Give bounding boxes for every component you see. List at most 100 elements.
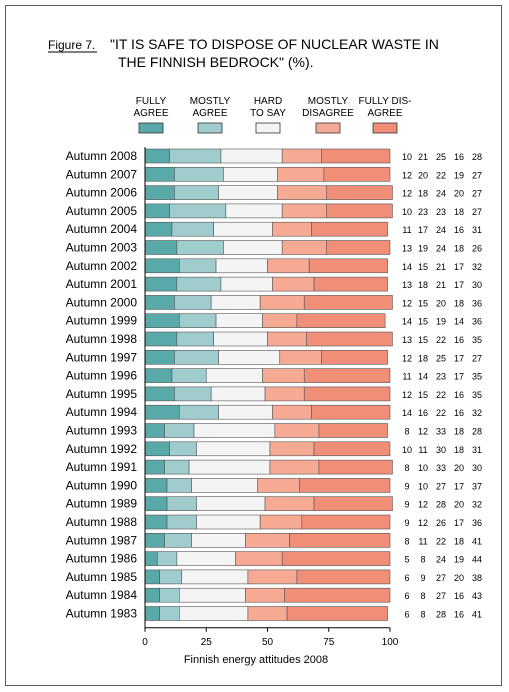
bar-segment	[176, 331, 214, 347]
value-label: 6	[404, 610, 409, 620]
value-label: 20	[454, 189, 464, 199]
bar-segment	[223, 240, 283, 255]
category-label: Autumn 1992	[66, 442, 138, 456]
x-axis-label: Finnish energy attitudes 2008	[184, 654, 328, 666]
value-label: 21	[436, 262, 446, 272]
value-label: 10	[402, 445, 412, 455]
bar-segment	[267, 258, 310, 274]
category-label: Autumn 2002	[66, 259, 138, 273]
bar-segment	[318, 459, 393, 475]
value-label: 8	[404, 463, 409, 473]
bar-segment	[174, 386, 212, 402]
bar-segment	[311, 404, 391, 420]
value-label: 16	[418, 408, 428, 418]
legend-swatch	[372, 122, 398, 134]
value-label: 20	[418, 170, 428, 180]
bar-segment	[179, 587, 246, 603]
bar-segment	[213, 221, 273, 237]
category-label: Autumn 1994	[66, 405, 138, 419]
value-label: 8	[404, 427, 409, 437]
bars: Autumn 2008 10 21 25 16 28 Autumn 2007 12 20 22 19…	[66, 148, 482, 621]
bar-segment	[191, 532, 246, 548]
bar-segment	[269, 459, 320, 475]
value-label: 22	[436, 170, 446, 180]
value-label: 18	[418, 280, 428, 290]
value-label: 12	[418, 518, 428, 528]
bar-segment	[144, 258, 180, 274]
legend-label-line-1: MOSTLY	[308, 96, 349, 107]
value-label: 25	[436, 152, 446, 162]
category-label: Autumn 1984	[66, 588, 138, 602]
bar-segment	[215, 313, 263, 329]
legend-label-line-1: FULLY	[136, 96, 167, 107]
value-label: 20	[436, 298, 446, 308]
value-label: 18	[454, 445, 464, 455]
legend-label-line-2: TO SAY	[250, 108, 286, 119]
legend-swatch	[315, 122, 341, 134]
value-label: 41	[472, 536, 482, 546]
x-axis: 0 25 50 75 100	[142, 147, 399, 648]
bar-segment	[313, 441, 391, 457]
bar-segment	[303, 386, 391, 402]
bar-segment	[166, 514, 197, 530]
value-label: 20	[454, 500, 464, 510]
value-label: 28	[472, 427, 482, 437]
bar-segment	[247, 569, 298, 585]
value-label: 28	[472, 152, 482, 162]
bar-segment	[262, 368, 305, 383]
value-label: 32	[472, 262, 482, 272]
value-label: 18	[454, 298, 464, 308]
bar-segment	[218, 349, 281, 365]
bar-segment	[272, 221, 312, 237]
bar-segment	[196, 441, 271, 457]
bar-segment	[321, 349, 388, 365]
bar-segment	[191, 478, 259, 493]
value-label: 38	[472, 573, 482, 583]
bar-segment	[144, 606, 160, 621]
bar-segment	[257, 478, 300, 493]
category-label: Autumn 2000	[66, 295, 138, 309]
bar-segment	[284, 587, 391, 603]
value-label: 9	[404, 500, 409, 510]
value-label: 17	[418, 225, 428, 235]
bar-segment	[274, 423, 320, 438]
bar-segment	[144, 386, 175, 402]
category-label: Autumn 1996	[66, 369, 138, 383]
bar-segment	[289, 532, 391, 548]
value-label: 16	[454, 610, 464, 620]
legend-label-line-2: AGREE	[367, 108, 402, 119]
value-label: 12	[418, 427, 428, 437]
value-label: 26	[436, 518, 446, 528]
value-label: 17	[454, 372, 464, 382]
value-label: 33	[436, 427, 446, 437]
category-label: Autumn 1993	[66, 424, 138, 438]
value-label: 30	[472, 463, 482, 473]
value-label: 22	[436, 390, 446, 400]
bar-segment	[166, 478, 192, 493]
value-label: 19	[436, 317, 446, 327]
value-label: 11	[402, 372, 411, 382]
bar-segment	[303, 368, 391, 383]
value-label: 17	[454, 280, 464, 290]
bar-segment	[144, 148, 170, 164]
bar-segment	[308, 258, 388, 274]
x-tick-label: 75	[323, 637, 335, 648]
bar-segment	[144, 587, 160, 603]
value-label: 21	[436, 280, 446, 290]
value-label: 23	[436, 372, 446, 382]
bar-segment	[179, 606, 249, 621]
bar-segment	[313, 496, 393, 512]
bar-segment	[176, 551, 236, 566]
bar-segment	[176, 240, 224, 255]
value-label: 41	[472, 610, 482, 620]
bar-segment	[169, 148, 222, 164]
bar-segment	[169, 441, 197, 457]
value-label: 10	[402, 152, 412, 162]
category-label: Autumn 1990	[66, 478, 138, 492]
bar-segment	[144, 221, 173, 237]
value-label: 37	[472, 481, 482, 491]
legend-label-line-1: FULLY DIS-	[359, 96, 412, 107]
x-tick-label: 25	[201, 637, 213, 648]
bar-segment	[144, 349, 175, 365]
